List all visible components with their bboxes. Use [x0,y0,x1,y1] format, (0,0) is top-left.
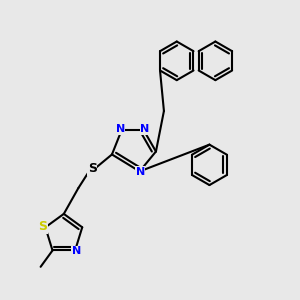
Text: N: N [140,124,150,134]
Text: N: N [116,124,125,134]
Text: N: N [72,246,81,256]
Text: N: N [136,167,145,177]
Text: S: S [38,220,47,233]
Text: S: S [88,162,97,175]
